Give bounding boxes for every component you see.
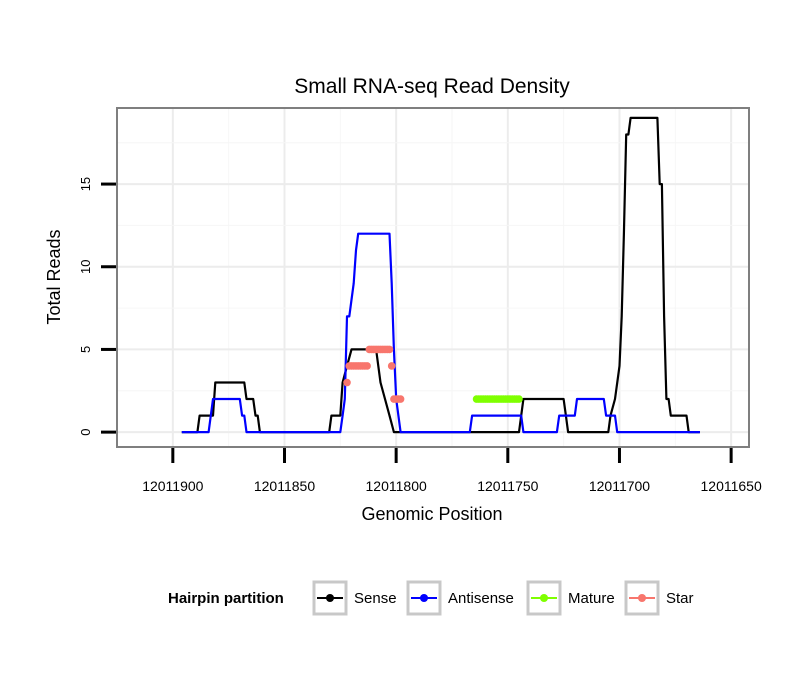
grid-lines xyxy=(117,108,749,447)
data-point-star xyxy=(385,345,394,354)
y-tick-label: 5 xyxy=(78,346,93,353)
plot-background xyxy=(117,108,749,447)
data-point-mature xyxy=(515,395,523,403)
y-axis-label: Total Reads xyxy=(44,229,64,324)
legend-key-marker xyxy=(540,594,548,602)
data-point-star xyxy=(363,362,371,370)
plot-border xyxy=(116,107,750,448)
y-tick-label: 10 xyxy=(78,260,93,274)
x-tick-label: 12011900 xyxy=(142,478,203,494)
legend-entry-sense: Sense xyxy=(312,580,397,616)
data-point-star xyxy=(396,395,405,403)
legend-entry-mature: Mature xyxy=(526,580,615,616)
series-line-antisense xyxy=(181,232,700,434)
x-tick-label: 12011750 xyxy=(477,478,538,494)
legend-entry-star: Star xyxy=(624,580,694,616)
x-tick-label: 12011800 xyxy=(366,478,427,494)
y-tick-label: 15 xyxy=(78,177,93,191)
legend-key-marker xyxy=(638,594,646,602)
x-tick-label: 12011850 xyxy=(254,478,315,494)
legend-label: Sense xyxy=(354,590,397,607)
series-line-sense xyxy=(181,116,700,434)
series-layer xyxy=(181,116,700,434)
legend-label: Mature xyxy=(568,590,615,607)
legend-label: Antisense xyxy=(448,590,514,607)
legend: Hairpin partition Sense Antisense Mature St… xyxy=(168,580,694,616)
legend-key-marker xyxy=(420,594,428,602)
chart-title: Small RNA-seq Read Density xyxy=(294,75,570,98)
legend-entry-antisense: Antisense xyxy=(406,580,514,616)
x-tick-label: 12011700 xyxy=(589,478,650,494)
data-point-star xyxy=(343,378,351,387)
data-point-star xyxy=(387,362,396,370)
legend-title: Hairpin partition xyxy=(168,590,284,607)
x-tick-label: 12011650 xyxy=(701,478,762,494)
legend-key-marker xyxy=(326,594,334,602)
x-axis-label: Genomic Position xyxy=(361,504,502,524)
y-tick-label: 0 xyxy=(78,428,93,435)
legend-label: Star xyxy=(666,590,694,607)
axes: 12011900 12011850 12011800 12011750 12011700… xyxy=(78,177,762,494)
